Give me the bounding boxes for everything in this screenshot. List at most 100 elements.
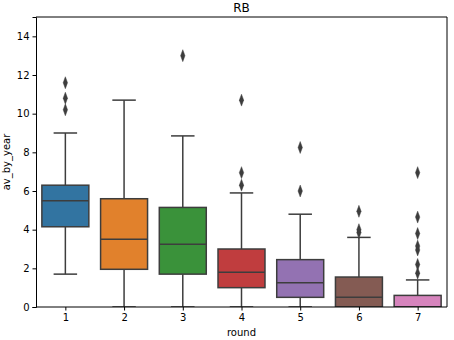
- x-tick-mark: [359, 307, 360, 311]
- box-group: [335, 205, 382, 307]
- y-tick-mark: [33, 114, 37, 115]
- whisker-low: [65, 227, 67, 274]
- y-tick-label: 14: [17, 31, 30, 42]
- chart: 024681012141234567RBroundav_by_year: [0, 0, 454, 340]
- whisker-high: [299, 214, 301, 259]
- box-group: [159, 50, 206, 307]
- frame-right: [447, 17, 448, 307]
- box: [42, 185, 89, 227]
- x-tick: 3: [180, 307, 186, 323]
- x-tick-label: 7: [415, 312, 421, 323]
- median: [42, 200, 89, 202]
- flier: [298, 142, 302, 154]
- frame-top: [36, 17, 447, 18]
- axes: 024681012141234567: [17, 17, 447, 323]
- flier: [239, 167, 243, 179]
- y-tick-label: 12: [17, 70, 30, 81]
- x-tick-label: 4: [239, 312, 245, 323]
- y-tick-mark: [33, 307, 37, 308]
- y-tick: 8: [23, 147, 36, 158]
- boxes: [42, 50, 441, 307]
- box-group: [101, 100, 148, 307]
- box-group: [277, 142, 324, 307]
- box: [394, 295, 441, 307]
- y-tick-label: 0: [23, 302, 29, 313]
- x-tick-label: 5: [298, 312, 304, 323]
- y-axis-title: av_by_year: [1, 133, 13, 191]
- y-tick: 6: [23, 186, 36, 197]
- y-tick: 10: [17, 108, 36, 119]
- y-tick-label: 10: [17, 108, 30, 119]
- cap-high: [112, 99, 135, 101]
- y-tick-mark: [33, 36, 37, 37]
- y-axis-line: [33, 18, 37, 308]
- y-tick-mark: [33, 152, 37, 153]
- cap-high: [288, 213, 311, 215]
- whisker-low: [123, 269, 125, 307]
- y-tick-label: 6: [23, 186, 29, 197]
- cap-high: [171, 135, 194, 137]
- whisker-high: [65, 133, 67, 185]
- whisker-low: [182, 274, 184, 307]
- x-tick-label: 6: [356, 312, 362, 323]
- x-tick: 5: [298, 307, 304, 323]
- flier: [357, 224, 361, 236]
- x-tick-label: 1: [63, 312, 69, 323]
- flier: [63, 104, 67, 116]
- y-tick: 0: [23, 302, 36, 313]
- y-tick: 2: [23, 263, 36, 274]
- y-tick: 4: [23, 224, 36, 235]
- y-tick: 14: [17, 31, 36, 42]
- whisker-low: [241, 288, 243, 307]
- box-group: [394, 167, 441, 307]
- flier: [63, 92, 67, 104]
- x-tick-mark: [124, 307, 125, 311]
- median: [101, 239, 148, 241]
- flier: [415, 228, 419, 240]
- flier: [415, 258, 419, 270]
- box: [159, 207, 206, 274]
- flier: [357, 205, 361, 217]
- y-axis: 0 2 4 6 8 10 12 14: [17, 18, 37, 313]
- box: [277, 260, 324, 298]
- flier: [415, 240, 419, 252]
- cap-low: [54, 273, 77, 275]
- y-tick-mark: [33, 268, 37, 269]
- box-group: [42, 77, 89, 274]
- y-tick-label: 8: [23, 147, 29, 158]
- flier: [415, 167, 419, 179]
- x-axis-title: round: [227, 327, 256, 338]
- whisker-low: [299, 297, 301, 307]
- x-tick-mark: [300, 307, 301, 311]
- x-tick-mark: [418, 307, 419, 311]
- x-tick-mark: [242, 307, 243, 311]
- median: [277, 282, 324, 284]
- flier: [239, 94, 243, 106]
- whisker-high: [417, 280, 419, 295]
- x-tick: 6: [356, 307, 362, 323]
- flier: [298, 185, 302, 197]
- whisker-high: [358, 237, 360, 277]
- x-axis: 1 2 3 4 5 6 7: [36, 307, 447, 323]
- x-tick: 2: [121, 307, 127, 323]
- x-tick: 7: [415, 307, 421, 323]
- x-tick-label: 2: [121, 312, 127, 323]
- box: [101, 199, 148, 270]
- cap-high: [54, 132, 77, 134]
- y-tick-label: 2: [23, 263, 29, 274]
- whisker-high: [241, 193, 243, 249]
- y-tick-mark: [33, 230, 37, 231]
- median: [218, 271, 265, 273]
- box-group: [218, 94, 265, 307]
- whisker-high: [123, 100, 125, 199]
- flier: [181, 50, 185, 62]
- median: [335, 297, 382, 299]
- box: [335, 277, 382, 307]
- y-tick-mark: [33, 191, 37, 192]
- x-tick-mark: [183, 307, 184, 311]
- whisker-high: [182, 136, 184, 208]
- x-tick: 4: [239, 307, 245, 323]
- x-tick: 1: [63, 307, 69, 323]
- box: [218, 249, 265, 288]
- title: RB: [233, 1, 250, 15]
